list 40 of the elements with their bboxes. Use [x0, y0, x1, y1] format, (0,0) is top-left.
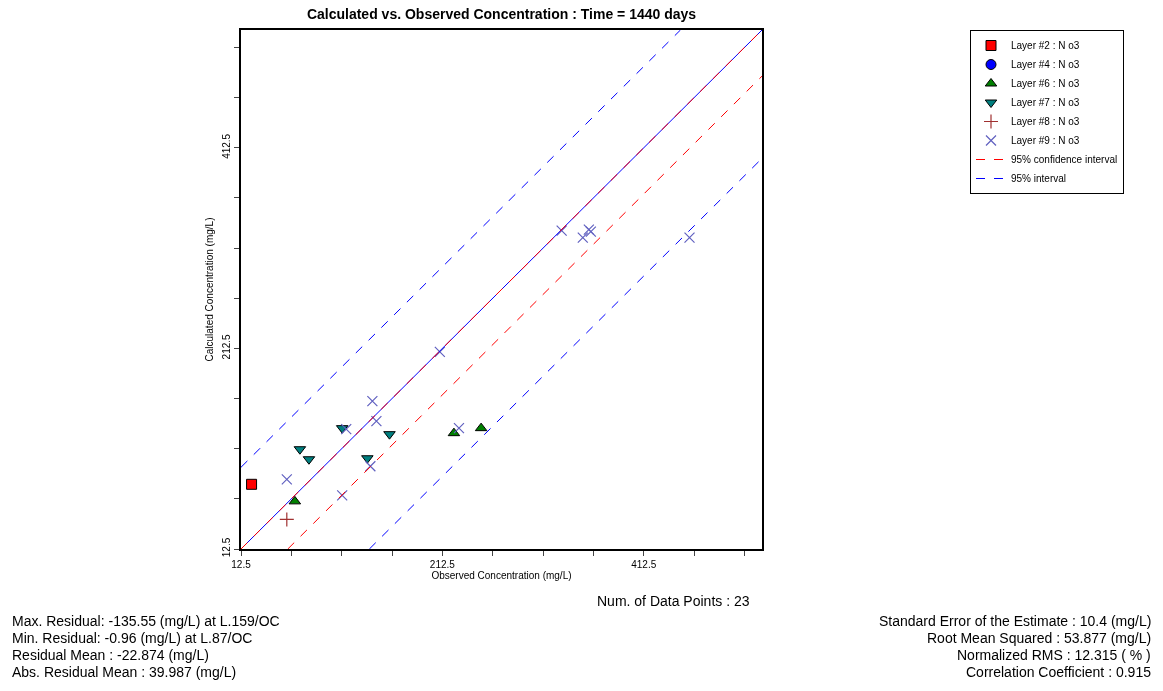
point: [281, 473, 293, 485]
point: [364, 460, 376, 472]
point: [453, 422, 465, 434]
text: Standard Error of the Estimate : 10.4 (mg/L): [879, 613, 1152, 629]
text: Min. Residual: -0.96 (mg/L) at L.87/OC: [12, 630, 253, 646]
text: Abs. Residual Mean : 39.987 (mg/L): [12, 664, 237, 680]
point: [246, 478, 258, 490]
x-tick-label: 12.5: [231, 558, 252, 570]
text: Residual Mean : -22.874 (mg/L): [12, 647, 209, 663]
legend-label: Layer #8 : N o3: [1011, 116, 1080, 128]
point: [474, 422, 488, 432]
point: [370, 415, 383, 427]
chart-title: Calculated vs. Observed Concentration : Time = 1440 days: [306, 5, 697, 22]
y-axis-title: Calculated Concentration (mg/L): [203, 217, 215, 362]
y-tick-label: 412.5: [221, 133, 233, 159]
text: Num. of Data Points : 23: [597, 593, 750, 609]
legend-label: 95% interval: [1011, 173, 1067, 185]
legend-label: 95% confidence interval: [1011, 154, 1118, 166]
point: [577, 232, 589, 244]
text: Normalized RMS : 12.315 ( % ): [957, 647, 1151, 663]
point: [556, 224, 568, 237]
x-axis-title: Observed Concentration (mg/L): [431, 569, 572, 581]
legend-label: Layer #2 : N o3: [1011, 40, 1080, 52]
legend-label: Layer #9 : N o3: [1011, 135, 1080, 147]
point: [683, 232, 696, 244]
x-tick-label: 412.5: [631, 558, 657, 570]
text: Max. Residual: -135.55 (mg/L) at L.159/OC: [12, 613, 280, 629]
y-tick-label: 212.5: [221, 333, 233, 360]
point: [279, 511, 295, 528]
point: [366, 395, 378, 407]
point: [340, 423, 352, 435]
point: [288, 495, 302, 505]
x-tick-label: 212.5: [429, 558, 456, 570]
point: [336, 489, 348, 501]
text: Correlation Coefficient : 0.915: [966, 664, 1152, 680]
legend-label: Layer #6 : N o3: [1011, 78, 1080, 90]
legend-label: Layer #7 : N o3: [1011, 97, 1080, 109]
text: Root Mean Squared : 53.877 (mg/L): [927, 630, 1152, 646]
legend-label: Layer #4 : N o3: [1011, 59, 1080, 71]
point: [434, 346, 446, 358]
